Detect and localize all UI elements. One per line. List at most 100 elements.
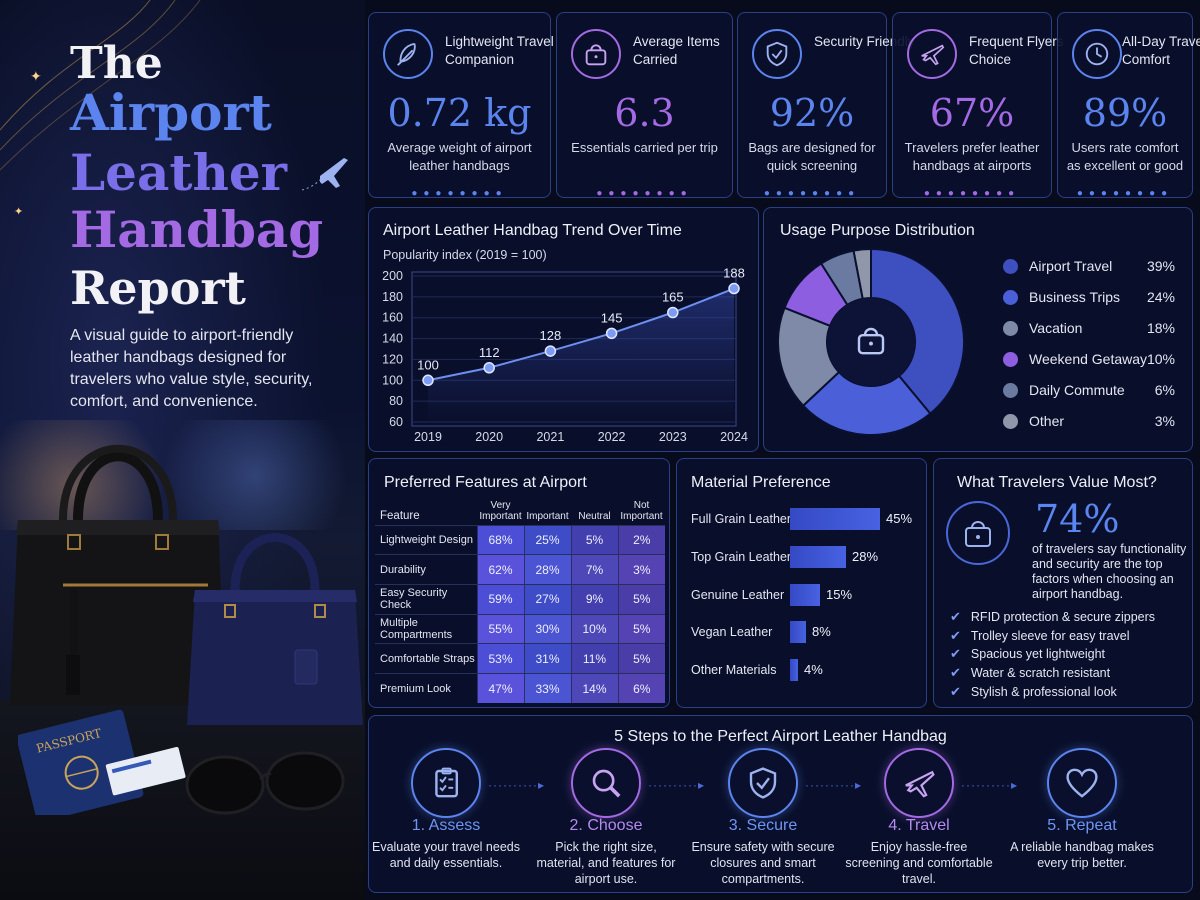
hero-subtitle: A visual guide to airport-friendly leath… [70,327,313,410]
checklist-icon [411,748,481,818]
kpi-card: Average Items Carried 6.3 Essentials carri… [556,12,733,199]
legend-value: 10% [1146,351,1175,367]
legend-label: Other [1029,413,1065,429]
checklist-item-label: Stylish & professional look [970,684,1117,699]
features-col-not-important: Not Important [620,499,663,522]
feature-value-cell: 3% [617,554,665,585]
legend-value: 3% [1154,413,1175,429]
feature-value-cell: 53% [476,643,524,674]
plane-icon [884,748,954,818]
feature-value-cell: 14% [570,672,618,704]
legend-swatch [1003,259,1018,274]
kpi-description: Users rate comfort as excellent or good [1066,140,1184,173]
hero-title-line-4: Report [70,261,246,315]
steps-title: 5 Steps to the Perfect Airport Leather H… [614,728,947,745]
material-value-label: 15% [826,587,853,602]
kpi-value: 92% [769,91,855,135]
step-description: Ensure safety with secure closures and s… [691,840,835,886]
material-bar [790,659,798,681]
checklist-item-label: RFID protection & secure zippers [970,610,1156,624]
kpi-value: 89% [1082,91,1168,135]
check-icon: ✔ [950,609,961,624]
step-description: Enjoy hassle-free screening and comforta… [845,840,993,886]
feature-value-cell: 30% [523,613,571,644]
material-chart-panel: Material Preference [676,458,927,708]
step-title: 2. Choose [569,817,643,834]
material-category-label: Other Materials [691,663,777,677]
feature-value-cell: 10% [570,613,618,644]
plane-icon [301,158,348,191]
material-category-label: Full Grain Leather [691,512,792,526]
step-description: A reliable handbag makes every trip bett… [1010,840,1154,870]
hero-title-the: The [70,38,163,89]
legend-swatch [1003,290,1018,305]
step-description: Evaluate your travel needs and daily ess… [371,840,520,870]
kpi-card: Lightweight Travel Companion 0.72 kg Avera… [368,12,554,199]
table-row: Comfortable Straps 53% 31% 11% 5% [375,643,665,674]
table-row: Multiple Compartments 55% 30% 10% 5% [375,613,665,644]
feature-value-cell: 5% [617,583,665,615]
feature-value-cell: 5% [617,613,665,644]
step-title: 5. Repeat [1047,817,1117,834]
hero-title-line-2: Leather [70,143,287,202]
checklist-item: ✔ Water & scratch resistant [950,665,1110,681]
kpi-dots-decoration: ●●●●●●●● [596,188,693,199]
table-row: Easy Security Check 59% 27% 9% 5% [375,583,665,615]
legend-label: Airport Travel [1029,258,1113,274]
clock-icon [1072,29,1122,79]
bag-icon [571,29,621,79]
step-title: 3. Secure [728,817,798,834]
kpi-description: Essentials carried per trip [571,140,718,155]
kpi-dots-decoration: ●●●●●●●● [763,188,861,199]
feather-icon [383,29,433,79]
feature-value-cell: 31% [523,643,571,674]
kpi-value: 67% [929,91,1015,135]
values-panel: What Travelers Value Most? [933,458,1193,708]
features-table-title: Preferred Features at Airport [384,474,587,491]
checklist-item: ✔ Trolley sleeve for easy travel [950,628,1130,644]
passport-image: PASSPORT [18,709,186,815]
kpi-label: Average Items Carried [633,34,720,67]
kpi-dots-decoration: ●●●●●●●● [1076,188,1174,199]
material-bar [790,621,806,643]
hero-title-line-1: Airport [70,83,272,142]
check-icon: ✔ [950,646,961,662]
shield-check-icon [752,29,802,79]
legend-item: Weekend Getaway 10% [1003,349,1183,371]
kpi-card: Security Friendly 92% Bags are designed fo… [737,12,915,199]
step-arrow-icon: ··········▸ [961,778,1018,792]
kpi-description: Bags are designed for quick screening [748,140,876,173]
check-icon: ✔ [950,683,961,699]
table-row: Durability 62% 28% 7% 3% [375,554,665,585]
legend-value: 18% [1146,320,1175,336]
navy-handbag-image [187,533,363,725]
checklist-item-label: Trolley sleeve for easy travel [970,628,1130,643]
feature-value-cell: 9% [570,583,618,615]
checklist-item: ✔ RFID protection & secure zippers [950,609,1155,625]
heart-icon [1047,748,1117,818]
plane-icon [907,29,957,79]
step-title: 1. Assess [411,817,481,834]
kpi-dots-decoration: ●●●●●●●● [411,188,508,199]
hero-title-line-3: Handbag [70,200,324,259]
feature-value-cell: 47% [476,672,524,704]
material-value-label: 28% [852,549,879,564]
trend-chart-ylabel: Popularity index (2019 = 100) [383,248,547,262]
check-icon: ✔ [950,627,961,643]
legend-label: Weekend Getaway [1029,351,1148,367]
feature-value-cell: 33% [523,672,571,704]
features-table: Feature Very Important Important Neutral… [375,497,665,704]
feature-value-cell: 28% [523,554,571,585]
step-description: Pick the right size, material, and featu… [536,840,676,886]
feature-name: Multiple Compartments [375,613,477,644]
shield-check-icon [728,748,798,818]
material-bar [790,584,820,606]
feature-value-cell: 25% [523,524,571,555]
features-col-neutral: Neutral [578,510,611,522]
checklist-item-label: Water & scratch resistant [970,666,1111,681]
checklist-item-label: Spacious yet lightweight [970,647,1106,662]
material-category-label: Top Grain Leather [691,550,792,564]
trend-chart-panel: Airport Leather Handbag Trend Over Time … [368,207,759,452]
kpi-card: All-Day Travel Comfort 89% Users rate comf… [1057,12,1200,199]
material-value-label: 45% [886,511,913,526]
